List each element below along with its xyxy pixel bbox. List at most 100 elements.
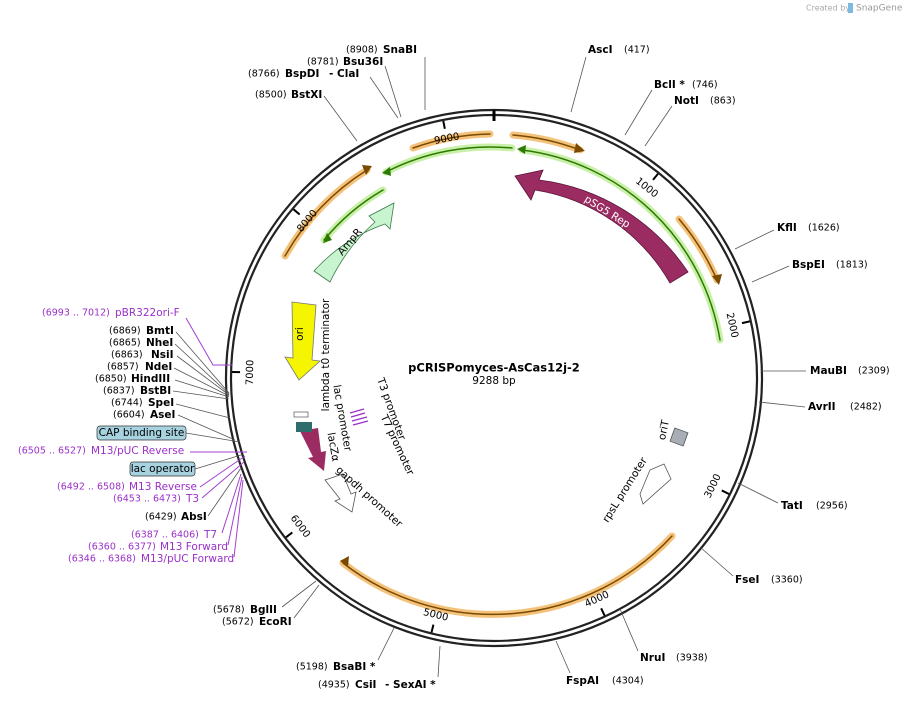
- site-leader: [570, 56, 587, 113]
- terminator-mark: [293, 411, 309, 418]
- primer-leader: [227, 476, 243, 546]
- site-name: SnaBI: [383, 44, 417, 56]
- tick-label: 3000: [703, 472, 724, 500]
- site-name: NheI: [146, 337, 173, 349]
- site-name: AscI: [588, 44, 613, 56]
- site-leader: [619, 608, 639, 652]
- site-name: BstXI: [291, 89, 322, 101]
- site-name: NsiI: [151, 349, 174, 361]
- site-name: BmtI: [146, 325, 174, 337]
- primer-marks: [349, 408, 369, 426]
- tick-mark: [600, 607, 606, 616]
- pSG5-rep-arrow: [514, 169, 689, 284]
- primer-range: (6360 .. 6377): [88, 542, 156, 553]
- tick-label: 8000: [295, 208, 320, 235]
- site-leader: [173, 367, 230, 397]
- leader: [185, 432, 241, 443]
- primer-name: T7: [203, 529, 217, 541]
- rpsL-arrow: [639, 463, 672, 505]
- site-name: AseI: [150, 409, 175, 421]
- gapdh-arrow: [324, 473, 357, 513]
- feature-label: lacZα: [325, 432, 342, 463]
- primer-leader: [233, 479, 244, 558]
- site-leader: [175, 403, 231, 419]
- site-name: BspDI: [285, 68, 319, 80]
- site-position: (4304): [612, 676, 644, 687]
- site-leader: [644, 105, 673, 147]
- feature-label: ori: [294, 327, 306, 341]
- lacZ-arrow: [300, 428, 326, 471]
- site-leader: [624, 89, 653, 136]
- site-leader: [293, 584, 320, 619]
- primer-leader: [199, 455, 246, 488]
- feature-label: AmpR: [335, 226, 364, 258]
- site-position: (417): [624, 45, 650, 56]
- leader: [194, 454, 242, 470]
- site-leader: [175, 331, 230, 394]
- site-leader: [699, 546, 734, 577]
- site-name: NdeI: [145, 361, 172, 373]
- site-leader: [177, 414, 236, 441]
- site-leader: [384, 65, 402, 118]
- primer-range: (6993 .. 7012): [42, 308, 110, 319]
- oriT-box: [669, 427, 689, 447]
- site-name: BsaBI *: [333, 661, 376, 673]
- site-name: NotI: [674, 95, 699, 107]
- tick-mark: [292, 208, 301, 216]
- tick-mark: [430, 624, 435, 633]
- primer-range: (6346 .. 6368): [68, 554, 136, 565]
- primer-name: T3: [185, 493, 199, 505]
- primer-range: (6387 .. 6406): [131, 530, 199, 541]
- site-position: (8781): [307, 57, 339, 68]
- tick-label: 9000: [433, 131, 460, 147]
- site-position: (2482): [850, 402, 882, 413]
- site-name: SpeI: [148, 397, 174, 409]
- primer-name: pBR322ori-F: [115, 307, 180, 319]
- site-position: (746): [692, 80, 718, 91]
- site-leader: [207, 467, 242, 517]
- site-position: (6744): [111, 398, 143, 409]
- site-leader: [323, 95, 358, 142]
- site-leader: [437, 645, 441, 678]
- site-position: (1813): [836, 260, 868, 271]
- site-name: MauBI: [810, 365, 847, 377]
- site-position: (6869): [109, 326, 141, 337]
- site-name: KflI: [777, 222, 797, 234]
- site-leader: [555, 640, 571, 674]
- tick-mark: [285, 531, 293, 539]
- site-position: (6850): [95, 374, 127, 385]
- site-name: Bsu36I: [343, 56, 383, 68]
- site-position: (6429): [145, 512, 177, 523]
- site-name: HindIII: [131, 373, 170, 385]
- site-position: (8908): [346, 45, 378, 56]
- site-position: (8766): [248, 69, 280, 80]
- tick-label: 6000: [288, 513, 312, 540]
- site-leader: [174, 379, 230, 398]
- site-position: (3360): [771, 575, 803, 586]
- site-name: AvrII: [808, 401, 836, 413]
- feature-arcs: [281, 130, 724, 618]
- site-leader: [174, 343, 230, 395]
- tick-label: 7000: [245, 360, 257, 386]
- primer-leader: [185, 317, 232, 366]
- site-name: FspAI: [566, 675, 599, 687]
- site-name: - ClaI: [329, 68, 359, 80]
- tick-mark: [741, 320, 751, 325]
- site-name: NruI: [640, 652, 665, 664]
- site-name: EcoRI: [259, 616, 292, 628]
- site-name: CsiI: [355, 679, 376, 691]
- tick-mark: [442, 120, 446, 129]
- primer-name: M13 Reverse: [129, 481, 197, 493]
- primer-range: (6453 .. 6473): [113, 494, 181, 505]
- primer-name: M13 Forward: [160, 541, 228, 553]
- site-name: BglII: [250, 604, 277, 616]
- feature-label: lambda t0 terminator: [320, 298, 332, 411]
- feature-label: oriT: [656, 418, 672, 441]
- site-leader: [734, 229, 775, 250]
- ori-arrow: [284, 301, 321, 381]
- boxed-feature-label: CAP binding site: [99, 427, 185, 439]
- primer-range: (6492 .. 6508): [57, 482, 125, 493]
- site-position: (6865): [109, 338, 141, 349]
- site-leader: [369, 76, 399, 119]
- site-name: FseI: [735, 574, 759, 586]
